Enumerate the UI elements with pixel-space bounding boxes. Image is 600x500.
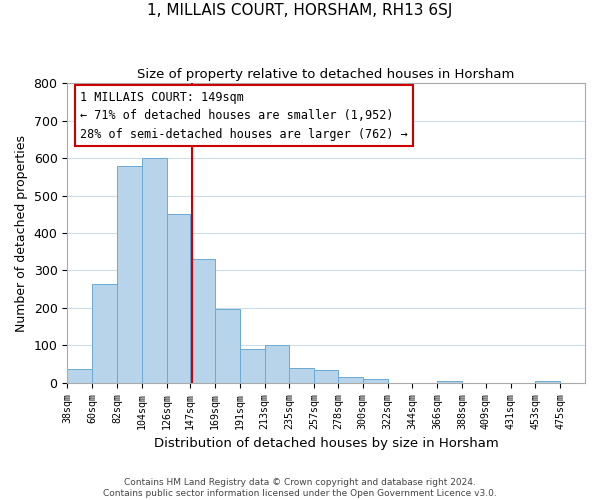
Bar bbox=[167, 214, 190, 383]
Bar bbox=[92, 284, 117, 383]
Bar bbox=[437, 381, 462, 383]
Bar bbox=[117, 166, 142, 383]
Title: Size of property relative to detached houses in Horsham: Size of property relative to detached ho… bbox=[137, 68, 515, 80]
Bar bbox=[67, 368, 92, 383]
X-axis label: Distribution of detached houses by size in Horsham: Distribution of detached houses by size … bbox=[154, 437, 499, 450]
Bar bbox=[535, 381, 560, 383]
Bar bbox=[142, 158, 167, 383]
Bar bbox=[338, 377, 363, 383]
Bar bbox=[265, 346, 289, 383]
Bar bbox=[314, 370, 338, 383]
Text: Contains HM Land Registry data © Crown copyright and database right 2024.
Contai: Contains HM Land Registry data © Crown c… bbox=[103, 478, 497, 498]
Bar bbox=[363, 379, 388, 383]
Bar bbox=[289, 368, 314, 383]
Text: 1, MILLAIS COURT, HORSHAM, RH13 6SJ: 1, MILLAIS COURT, HORSHAM, RH13 6SJ bbox=[148, 2, 452, 18]
Bar bbox=[240, 349, 265, 383]
Text: 1 MILLAIS COURT: 149sqm
← 71% of detached houses are smaller (1,952)
28% of semi: 1 MILLAIS COURT: 149sqm ← 71% of detache… bbox=[80, 90, 408, 140]
Bar bbox=[190, 259, 215, 383]
Y-axis label: Number of detached properties: Number of detached properties bbox=[15, 134, 28, 332]
Bar bbox=[215, 310, 240, 383]
